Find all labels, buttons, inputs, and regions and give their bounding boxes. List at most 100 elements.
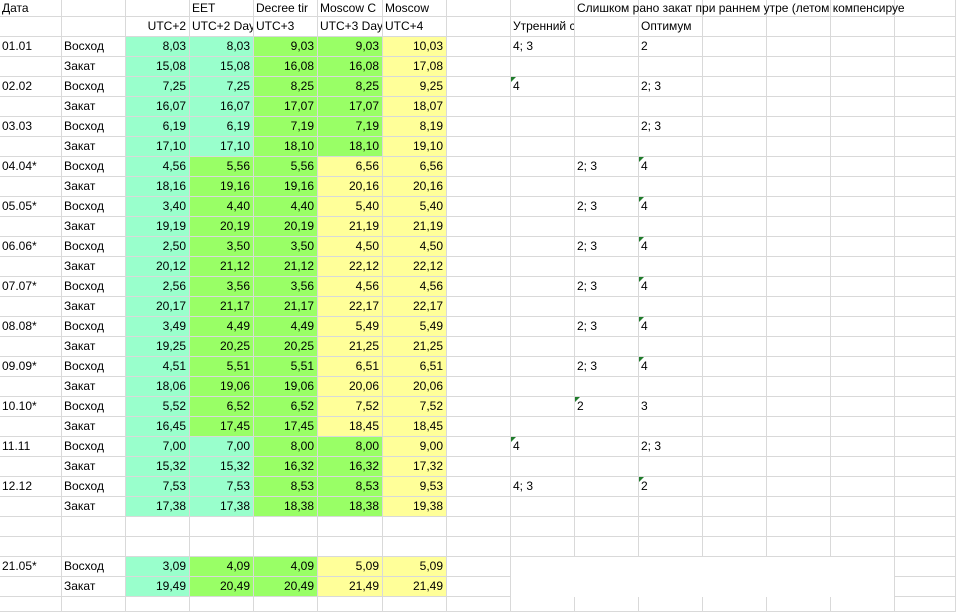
- empty-cell[interactable]: [511, 457, 575, 477]
- empty-cell[interactable]: [575, 417, 639, 437]
- empty-cell[interactable]: [703, 537, 767, 557]
- time-value-cell[interactable]: 8,25: [254, 77, 318, 97]
- empty-cell[interactable]: [895, 197, 956, 217]
- time-value-cell[interactable]: 7,25: [190, 77, 254, 97]
- time-value-cell[interactable]: 16,07: [190, 97, 254, 117]
- time-value-cell[interactable]: 18,38: [254, 497, 318, 517]
- empty-cell[interactable]: [383, 597, 447, 612]
- event-label-cell[interactable]: Закат: [62, 577, 126, 597]
- empty-cell[interactable]: [511, 97, 575, 117]
- date-cell[interactable]: [0, 337, 62, 357]
- empty-cell[interactable]: [831, 497, 895, 517]
- empty-cell[interactable]: [62, 0, 126, 17]
- time-value-cell[interactable]: 5,09: [318, 557, 383, 577]
- time-value-cell[interactable]: 17,38: [126, 497, 190, 517]
- time-value-cell[interactable]: 6,51: [318, 357, 383, 377]
- time-value-cell[interactable]: [318, 537, 383, 557]
- date-cell[interactable]: [0, 577, 62, 597]
- empty-cell[interactable]: [511, 177, 575, 197]
- empty-cell[interactable]: [447, 197, 511, 217]
- empty-cell[interactable]: [767, 177, 831, 197]
- time-value-cell[interactable]: 5,51: [190, 357, 254, 377]
- column-header-cell[interactable]: UTC+3 Day: [318, 17, 383, 37]
- time-value-cell[interactable]: 6,52: [254, 397, 318, 417]
- rating-cell[interactable]: 2; 3: [639, 437, 703, 457]
- empty-cell[interactable]: [831, 597, 895, 612]
- header-cell[interactable]: Дата: [0, 0, 62, 17]
- time-value-cell[interactable]: 19,38: [383, 497, 447, 517]
- rating-cell[interactable]: 2; 3: [639, 117, 703, 137]
- empty-cell[interactable]: [447, 137, 511, 157]
- rating-cell[interactable]: 4: [639, 277, 703, 297]
- time-value-cell[interactable]: 3,50: [190, 237, 254, 257]
- time-value-cell[interactable]: 18,16: [126, 177, 190, 197]
- empty-cell[interactable]: [895, 277, 956, 297]
- event-label-cell[interactable]: Восход: [62, 237, 126, 257]
- empty-cell[interactable]: [511, 417, 575, 437]
- time-value-cell[interactable]: 4,50: [318, 237, 383, 257]
- event-label-cell[interactable]: Закат: [62, 337, 126, 357]
- empty-cell[interactable]: [447, 297, 511, 317]
- time-value-cell[interactable]: 17,32: [383, 457, 447, 477]
- empty-cell[interactable]: [831, 417, 895, 437]
- event-label-cell[interactable]: Закат: [62, 497, 126, 517]
- empty-cell[interactable]: [703, 337, 767, 357]
- date-cell[interactable]: [0, 217, 62, 237]
- empty-cell[interactable]: [831, 197, 895, 217]
- time-value-cell[interactable]: 5,56: [254, 157, 318, 177]
- time-value-cell[interactable]: 8,25: [318, 77, 383, 97]
- empty-cell[interactable]: [639, 337, 703, 357]
- empty-cell[interactable]: [575, 77, 639, 97]
- date-cell[interactable]: [0, 417, 62, 437]
- date-cell[interactable]: 05.05*: [0, 197, 62, 217]
- rating-cell[interactable]: 2; 3: [575, 157, 639, 177]
- empty-cell[interactable]: [767, 97, 831, 117]
- rating-cell[interactable]: 2: [639, 477, 703, 497]
- date-cell[interactable]: [0, 57, 62, 77]
- time-value-cell[interactable]: 18,10: [254, 137, 318, 157]
- time-value-cell[interactable]: 4,09: [254, 557, 318, 577]
- time-value-cell[interactable]: 3,49: [126, 317, 190, 337]
- empty-cell[interactable]: [767, 297, 831, 317]
- rating-cell[interactable]: 2; 3: [575, 277, 639, 297]
- time-value-cell[interactable]: 4,09: [190, 557, 254, 577]
- header-cell[interactable]: Слишком рано закат при раннем утре (лето…: [575, 0, 956, 17]
- empty-cell[interactable]: [639, 257, 703, 277]
- event-label-cell[interactable]: Восход: [62, 157, 126, 177]
- time-value-cell[interactable]: 21,25: [318, 337, 383, 357]
- time-value-cell[interactable]: 17,08: [383, 57, 447, 77]
- empty-cell[interactable]: [895, 477, 956, 497]
- time-value-cell[interactable]: 21,49: [383, 577, 447, 597]
- rating-cell[interactable]: 2; 3: [575, 237, 639, 257]
- time-value-cell[interactable]: 9,53: [383, 477, 447, 497]
- empty-cell[interactable]: [831, 537, 895, 557]
- time-value-cell[interactable]: 2,56: [126, 277, 190, 297]
- date-cell[interactable]: 11.11: [0, 437, 62, 457]
- rating-cell[interactable]: 3: [639, 397, 703, 417]
- time-value-cell[interactable]: 17,07: [254, 97, 318, 117]
- time-value-cell[interactable]: 4,56: [318, 277, 383, 297]
- event-label-cell[interactable]: [62, 537, 126, 557]
- time-value-cell[interactable]: 8,19: [383, 117, 447, 137]
- empty-cell[interactable]: [447, 17, 511, 37]
- empty-cell[interactable]: [511, 537, 575, 557]
- empty-cell[interactable]: [895, 137, 956, 157]
- event-label-cell[interactable]: [62, 517, 126, 537]
- event-label-cell[interactable]: Восход: [62, 197, 126, 217]
- empty-cell[interactable]: [511, 517, 575, 537]
- time-value-cell[interactable]: 7,25: [126, 77, 190, 97]
- time-value-cell[interactable]: 3,56: [254, 277, 318, 297]
- time-value-cell[interactable]: 18,45: [318, 417, 383, 437]
- empty-cell[interactable]: [511, 197, 575, 217]
- time-value-cell[interactable]: 20,19: [254, 217, 318, 237]
- time-value-cell[interactable]: 17,07: [318, 97, 383, 117]
- event-label-cell[interactable]: Восход: [62, 37, 126, 57]
- time-value-cell[interactable]: 5,49: [318, 317, 383, 337]
- empty-cell[interactable]: [703, 477, 767, 497]
- empty-cell[interactable]: [831, 117, 895, 137]
- empty-cell[interactable]: [767, 237, 831, 257]
- empty-cell[interactable]: [895, 17, 956, 37]
- empty-cell[interactable]: [511, 237, 575, 257]
- time-value-cell[interactable]: 21,25: [383, 337, 447, 357]
- empty-cell[interactable]: [190, 597, 254, 612]
